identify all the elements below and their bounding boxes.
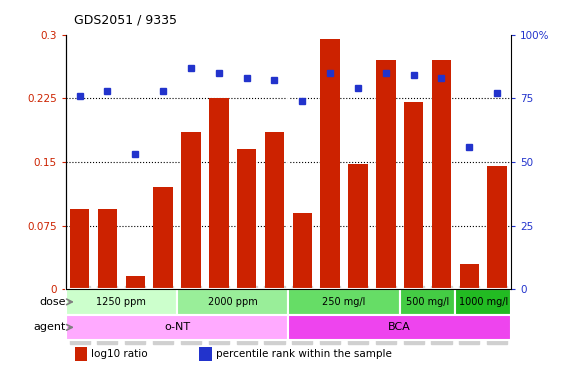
- Text: 250 mg/l: 250 mg/l: [323, 297, 365, 307]
- Text: GDS2051 / 9335: GDS2051 / 9335: [74, 14, 177, 27]
- Bar: [209, 98, 228, 289]
- Bar: [265, 132, 284, 289]
- Bar: [376, 60, 396, 289]
- Text: 1000 mg/l: 1000 mg/l: [459, 297, 508, 307]
- Bar: [70, 209, 89, 289]
- Text: dose: dose: [39, 297, 66, 307]
- Text: o-NT: o-NT: [164, 322, 190, 332]
- Bar: [126, 276, 145, 289]
- Bar: [75, 346, 87, 361]
- Bar: [177, 289, 288, 314]
- Bar: [288, 289, 400, 314]
- Bar: [199, 346, 212, 361]
- Bar: [460, 264, 479, 289]
- Bar: [348, 164, 368, 289]
- Bar: [66, 314, 288, 340]
- Bar: [404, 103, 423, 289]
- Bar: [154, 187, 173, 289]
- Bar: [288, 314, 511, 340]
- Bar: [488, 166, 507, 289]
- Text: 500 mg/l: 500 mg/l: [406, 297, 449, 307]
- Bar: [98, 209, 117, 289]
- Bar: [66, 289, 177, 314]
- Bar: [292, 213, 312, 289]
- Text: 1250 ppm: 1250 ppm: [96, 297, 146, 307]
- Bar: [400, 289, 456, 314]
- Bar: [237, 149, 256, 289]
- Bar: [456, 289, 511, 314]
- Text: 2000 ppm: 2000 ppm: [208, 297, 258, 307]
- Bar: [320, 39, 340, 289]
- Text: BCA: BCA: [388, 322, 411, 332]
- Bar: [181, 132, 200, 289]
- Text: agent: agent: [33, 322, 66, 332]
- Bar: [432, 60, 451, 289]
- Text: log10 ratio: log10 ratio: [91, 349, 148, 359]
- Text: percentile rank within the sample: percentile rank within the sample: [216, 349, 392, 359]
